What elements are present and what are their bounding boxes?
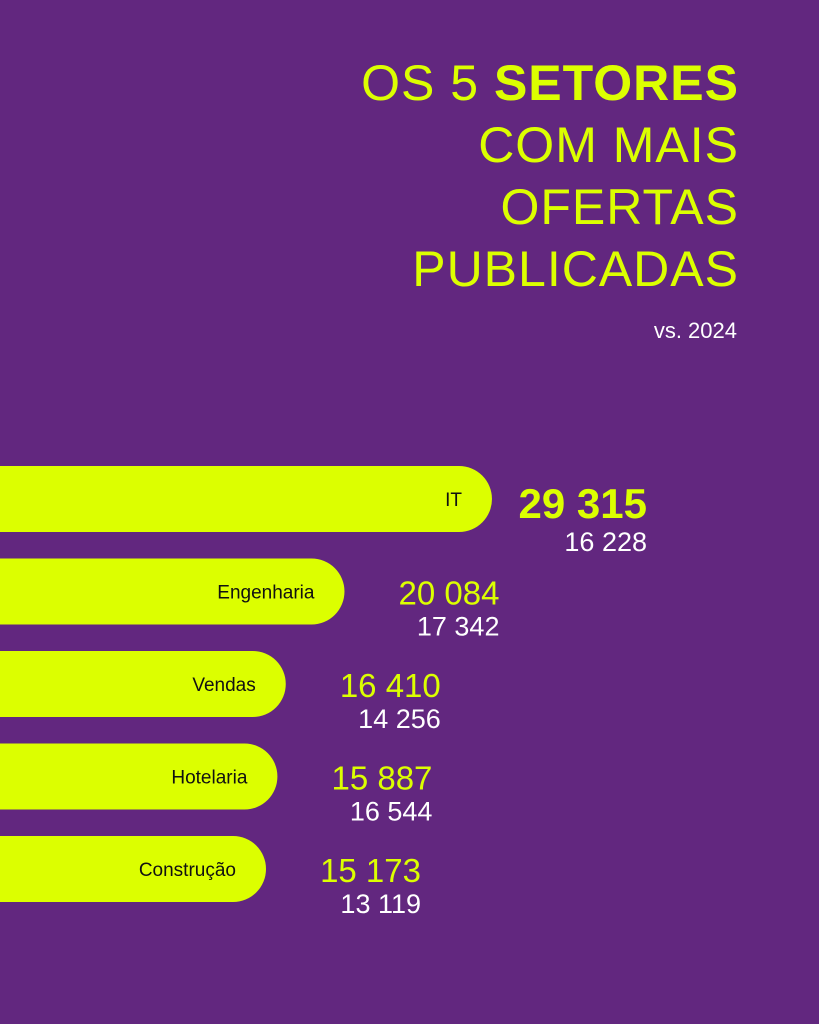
bar-2 <box>0 651 286 717</box>
bar-label-0: IT <box>445 490 462 511</box>
previous-value-label-0: 16 228 <box>564 527 647 557</box>
bar-label-1: Engenharia <box>217 583 315 604</box>
bar-3 <box>0 743 278 810</box>
bar-0 <box>0 466 492 532</box>
current-value-label-2: 16 410 <box>340 667 441 704</box>
previous-value-label-1: 17 342 <box>417 612 500 642</box>
title-line-3: OFERTAS <box>500 179 739 235</box>
bar-4 <box>0 836 266 902</box>
title-emphasis: SETORES <box>493 55 739 111</box>
current-value-label-1: 20 084 <box>399 575 500 612</box>
title-prefix: OS 5 <box>361 55 494 111</box>
current-value-label-3: 15 887 <box>331 760 432 797</box>
previous-value-label-3: 16 544 <box>350 797 433 827</box>
current-value-label-0: 29 315 <box>519 480 647 527</box>
bar-label-3: Hotelaria <box>171 768 247 789</box>
previous-value-label-4: 13 119 <box>340 889 421 919</box>
bar-label-4: Construção <box>139 860 236 881</box>
chart-subtitle: vs. 2024 <box>653 318 737 343</box>
chart-title: OS 5 SETORES COM MAIS OFERTAS PUBLICADAS <box>361 52 739 300</box>
bar-label-2: Vendas <box>192 675 255 696</box>
bar-1 <box>0 558 345 625</box>
current-value-label-4: 15 173 <box>320 852 421 889</box>
title-line-4: PUBLICADAS <box>412 241 739 297</box>
previous-value-label-2: 14 256 <box>358 704 441 734</box>
title-line-2: COM MAIS <box>478 117 739 173</box>
title-line-1: OS 5 SETORES <box>361 52 739 114</box>
